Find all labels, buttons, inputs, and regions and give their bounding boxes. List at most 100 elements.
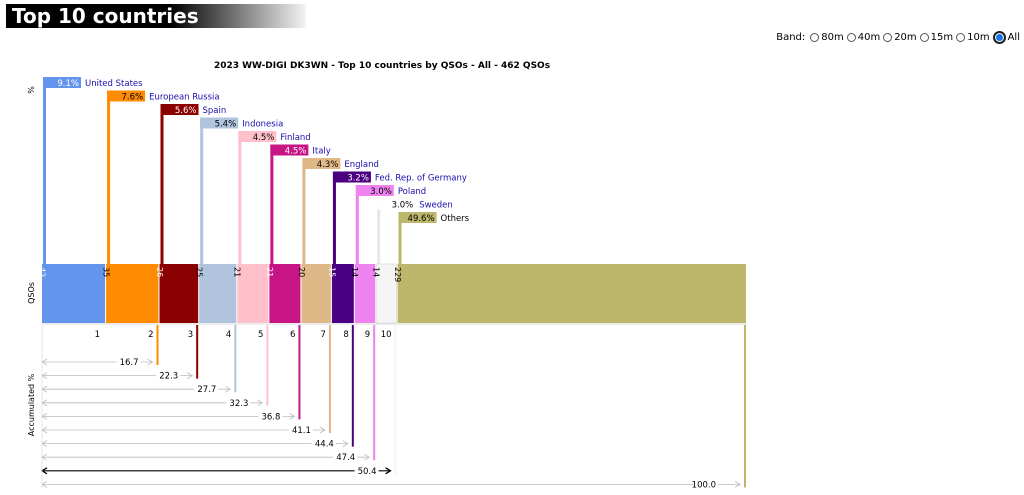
qso-value-label: 14 xyxy=(350,267,359,277)
percent-label: 7.6% xyxy=(121,93,143,103)
band-option-10m[interactable]: 10m xyxy=(956,32,990,43)
accumulated-label: 22.3 xyxy=(159,372,178,382)
qso-value-label: 20 xyxy=(297,267,306,277)
connector-line xyxy=(160,104,164,264)
percent-box xyxy=(398,212,437,223)
accumulated-label-bg xyxy=(333,451,358,462)
accumulated-axis-label: Accumulated % xyxy=(27,373,36,436)
band-option-15m[interactable]: 15m xyxy=(919,32,953,43)
radio-selected-icon[interactable] xyxy=(992,31,1006,44)
rank-label: 4 xyxy=(226,330,231,340)
accumulated-label-bg xyxy=(311,437,336,448)
qso-bar-outline xyxy=(375,263,397,324)
percent-box xyxy=(43,77,81,88)
country-label: Poland xyxy=(398,187,426,197)
qso-bar xyxy=(237,264,269,323)
arrow-head-right xyxy=(289,413,296,420)
arrow-head-right xyxy=(385,467,392,475)
connector-line xyxy=(355,185,359,264)
country-label: European Russia xyxy=(149,93,220,103)
page-title: Top 10 countries xyxy=(6,4,306,28)
accumulated-label: 41.1 xyxy=(292,426,311,436)
country-label: Sweden xyxy=(419,201,453,211)
accumulated-label: 44.4 xyxy=(315,440,334,450)
percent-label: 49.6% xyxy=(408,214,435,224)
band-selector: Band: 80m 40m 20m 15m 10m All xyxy=(776,31,1020,44)
band-option-all[interactable]: All xyxy=(992,31,1020,44)
rank-label: 6 xyxy=(290,330,295,340)
qso-value-label: 25 xyxy=(195,267,204,277)
band-option-80m[interactable]: 80m xyxy=(810,32,844,43)
connector-line xyxy=(43,77,46,264)
qso-bar xyxy=(159,264,199,323)
percent-box xyxy=(332,171,371,183)
accumulated-label: 100.0 xyxy=(692,480,716,490)
radio-icon[interactable] xyxy=(846,33,856,42)
rank-label: 1 xyxy=(95,330,100,340)
percent-label: 4.5% xyxy=(285,147,307,157)
percent-label: 3.2% xyxy=(347,174,369,184)
country-label: Others xyxy=(441,214,470,224)
country-label: Finland xyxy=(280,133,310,143)
qso-value-label: 42 xyxy=(37,267,46,277)
chart-title: 2023 WW-DIGI DK3WN - Top 10 countries by… xyxy=(214,61,550,71)
country-label: England xyxy=(344,160,379,170)
percent-box xyxy=(238,131,277,142)
rank-label: 3 xyxy=(188,330,193,340)
accumulated-label-bg xyxy=(226,396,251,407)
country-label: Spain xyxy=(203,106,227,116)
percent-label: 5.6% xyxy=(175,106,197,116)
accumulated-label-bg xyxy=(288,424,313,434)
connector-line xyxy=(377,198,381,264)
rank-label: 5 xyxy=(258,330,263,340)
arrow-head-right xyxy=(319,426,326,434)
connector-line xyxy=(270,144,274,264)
accumulated-label: 27.7 xyxy=(197,385,216,395)
arrow-head-right xyxy=(186,372,193,379)
radio-icon[interactable] xyxy=(883,33,893,42)
percent-box xyxy=(377,198,416,210)
qso-value-label: 26 xyxy=(155,267,164,277)
arrow-head-right xyxy=(363,453,370,461)
rank-label: 9 xyxy=(365,330,370,340)
accumulated-label-bg xyxy=(258,410,283,421)
accumulated-label-bg xyxy=(694,478,718,489)
country-label: United States xyxy=(85,79,143,89)
qso-bar xyxy=(269,264,301,323)
radio-icon[interactable] xyxy=(810,33,820,42)
connector-line xyxy=(302,158,306,264)
qso-value-label: 229 xyxy=(393,267,402,282)
percent-box xyxy=(107,90,146,102)
accumulated-label-bg xyxy=(354,464,379,475)
accumulated-label: 32.3 xyxy=(229,399,248,409)
percent-box xyxy=(355,185,394,196)
band-option-40m[interactable]: 40m xyxy=(846,32,880,43)
accumulated-label-bg xyxy=(194,383,219,394)
radio-icon[interactable] xyxy=(919,33,929,42)
band-label: Band: xyxy=(776,32,806,43)
percent-axis-label: % xyxy=(27,86,36,94)
connector-line xyxy=(332,171,336,264)
accumulated-label-bg xyxy=(116,356,141,366)
qso-bar xyxy=(354,264,376,323)
percent-box xyxy=(302,158,341,169)
band-option-20m[interactable]: 20m xyxy=(883,32,917,43)
qso-bar xyxy=(376,264,397,323)
percent-box xyxy=(270,144,309,156)
accumulated-label: 47.4 xyxy=(336,453,355,463)
radio-icon[interactable] xyxy=(956,33,966,42)
arrow-head-right xyxy=(257,399,264,407)
qso-value-label: 21 xyxy=(233,267,242,277)
accumulated-label: 36.8 xyxy=(261,412,280,422)
qso-value-label: 15 xyxy=(327,267,336,277)
rank-label: 2 xyxy=(148,330,153,340)
rank-label: 10 xyxy=(381,330,392,340)
qso-bar xyxy=(42,264,106,323)
country-label: Italy xyxy=(312,147,330,157)
rank-label: 8 xyxy=(343,330,348,340)
qso-value-label: 21 xyxy=(265,267,274,277)
qso-bar xyxy=(301,264,331,323)
country-label: Fed. Rep. of Germany xyxy=(375,174,467,184)
qso-value-label: 35 xyxy=(101,267,110,277)
